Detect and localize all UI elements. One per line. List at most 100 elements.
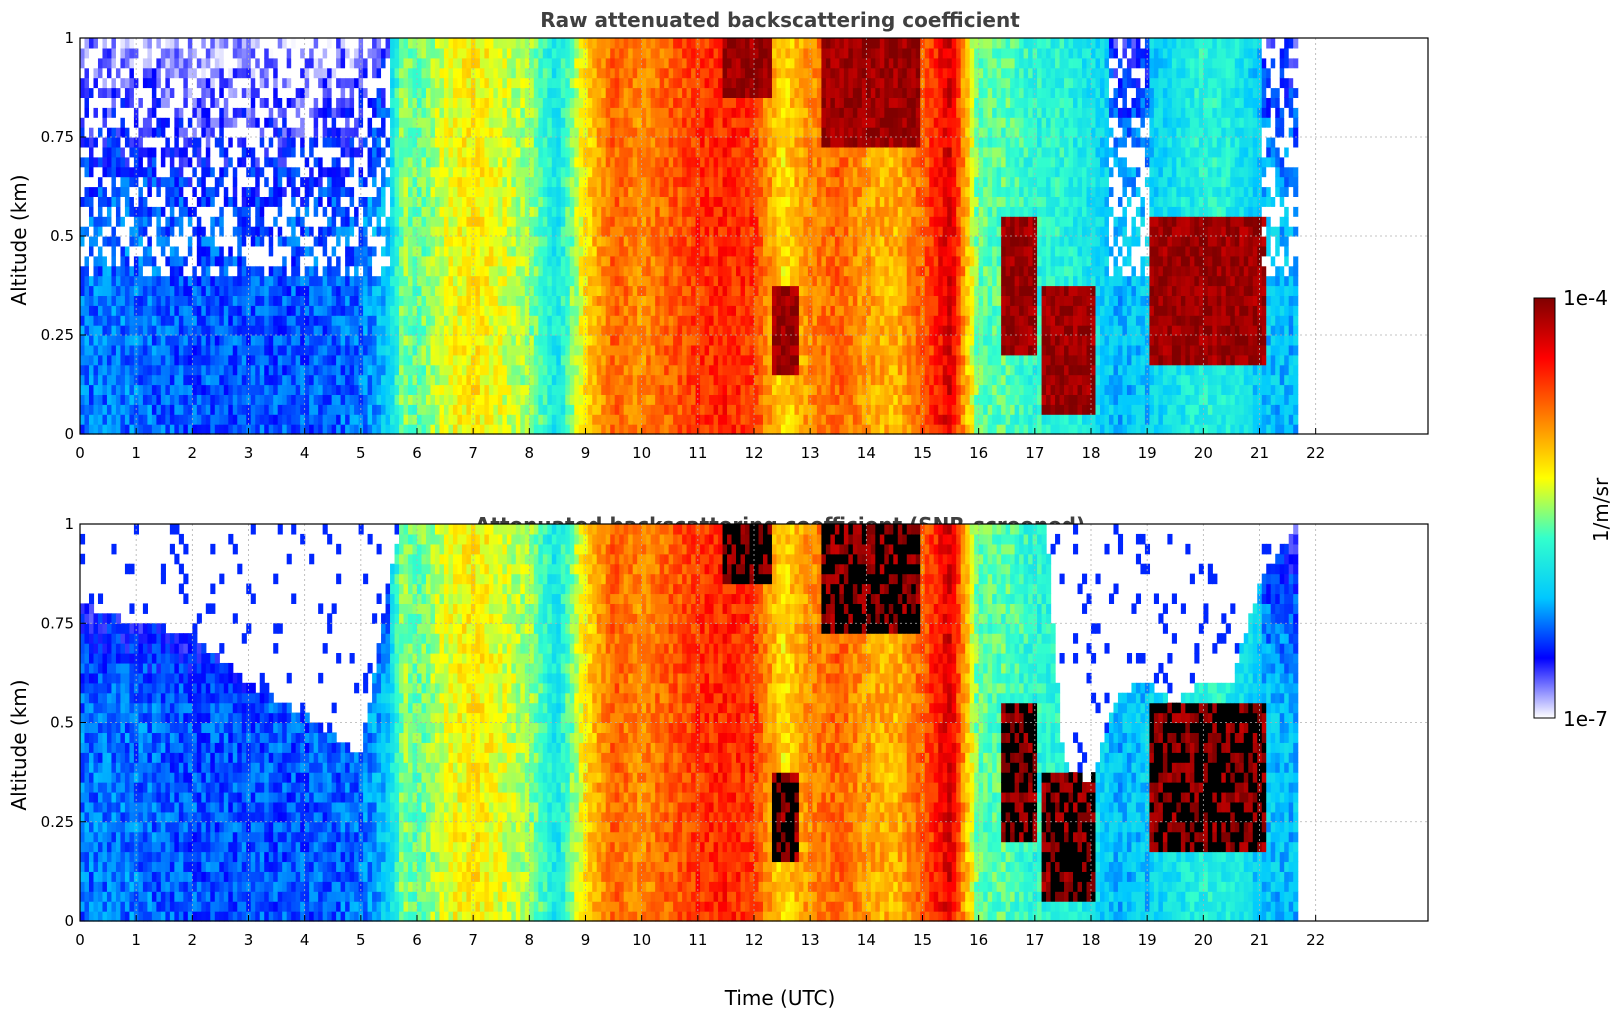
heatmap-cell [111, 206, 117, 217]
heatmap-cell [331, 176, 337, 188]
heatmap-cell [457, 226, 463, 237]
heatmap-cell [421, 315, 427, 326]
heatmap-cell [228, 305, 234, 316]
heatmap-cell [106, 38, 113, 49]
heatmap-cell [497, 176, 503, 188]
heatmap-cell [151, 226, 157, 237]
heatmap-cell [547, 275, 553, 287]
heatmap-cell [291, 285, 297, 296]
heatmap-cell [569, 47, 575, 59]
heatmap-cell [169, 216, 175, 227]
heatmap-cell [327, 57, 333, 69]
heatmap-cell [183, 424, 189, 435]
heatmap-cell [205, 344, 211, 356]
heatmap-cell [466, 117, 472, 128]
heatmap-cell [340, 87, 346, 98]
heatmap-cell [372, 344, 378, 356]
heatmap-cell [417, 77, 423, 89]
heatmap-cell [219, 117, 225, 128]
heatmap-cell [286, 156, 292, 168]
heatmap-cell [470, 97, 477, 108]
heatmap-cell [524, 285, 530, 296]
heatmap-cell [309, 67, 315, 79]
heatmap-cell [430, 236, 436, 247]
heatmap-cell [574, 335, 580, 346]
heatmap-cell [560, 285, 566, 296]
heatmap-cell [457, 156, 463, 168]
heatmap-cell [596, 47, 602, 59]
heatmap-cell [502, 354, 508, 366]
heatmap-cell [259, 364, 265, 376]
heatmap-cell [403, 38, 409, 49]
heatmap-cell [133, 285, 140, 296]
heatmap-cell [614, 245, 620, 257]
heatmap-cell [556, 305, 562, 316]
heatmap-cell [228, 176, 234, 188]
heatmap-cell [358, 216, 364, 227]
heatmap-cell [147, 216, 153, 227]
heatmap-cell [214, 295, 220, 306]
heatmap-cell [399, 146, 405, 158]
heatmap-cell [605, 137, 611, 148]
heatmap-cell [524, 226, 530, 237]
heatmap-cell [282, 77, 288, 89]
heatmap-cell [259, 38, 265, 49]
heatmap-cell [587, 156, 593, 168]
heatmap-cell [457, 47, 463, 59]
heatmap-cell [210, 137, 216, 148]
heatmap-cell [93, 354, 99, 366]
heatmap-cell [417, 335, 423, 346]
heatmap-cell [412, 57, 418, 69]
heatmap-cell [120, 146, 126, 158]
heatmap-cell [461, 77, 468, 89]
heatmap-cell [610, 414, 616, 425]
heatmap-cell [255, 374, 261, 386]
heatmap-cell [425, 97, 432, 108]
heatmap-cell [255, 335, 261, 346]
heatmap-cell [628, 414, 634, 425]
heatmap-cell [178, 414, 184, 425]
heatmap-cell [372, 275, 378, 287]
heatmap-cell [223, 226, 229, 237]
heatmap-cell [412, 384, 418, 395]
heatmap-cell [223, 186, 229, 197]
heatmap-cell [142, 255, 148, 267]
heatmap-cell [511, 166, 517, 178]
heatmap-cell [569, 226, 575, 237]
heatmap-cell [439, 305, 445, 316]
heatmap-cell [372, 236, 378, 247]
heatmap-cell [592, 117, 598, 128]
heatmap-cell [475, 137, 481, 148]
heatmap-cell [129, 255, 135, 267]
heatmap-cell [115, 226, 122, 237]
heatmap-cell [619, 394, 625, 405]
heatmap-cell [313, 424, 319, 435]
heatmap-cell [511, 265, 517, 277]
heatmap-cell [448, 394, 454, 405]
heatmap-cell [327, 47, 333, 59]
heatmap-cell [205, 265, 211, 277]
heatmap-cell [246, 236, 252, 247]
heatmap-cell [623, 275, 629, 287]
heatmap-cell [156, 97, 162, 108]
heatmap-cell [282, 236, 288, 247]
heatmap-cell [443, 364, 450, 376]
heatmap-cell [484, 414, 490, 425]
heatmap-cell [488, 325, 494, 336]
heatmap-cell [547, 166, 553, 178]
heatmap-cell [277, 146, 283, 158]
heatmap-cell [232, 67, 238, 79]
heatmap-cell [174, 275, 180, 287]
heatmap-cell [214, 156, 220, 168]
heatmap-cell [129, 265, 135, 277]
heatmap-cell [106, 67, 113, 79]
heatmap-cell [219, 335, 225, 346]
heatmap-cell [403, 107, 409, 118]
heatmap-cell [340, 97, 346, 108]
heatmap-cell [142, 245, 148, 257]
heatmap-cell [286, 117, 292, 128]
heatmap-cell [223, 354, 229, 366]
heatmap-cell [565, 127, 571, 138]
heatmap-cell [565, 404, 571, 415]
heatmap-cell [390, 206, 396, 217]
